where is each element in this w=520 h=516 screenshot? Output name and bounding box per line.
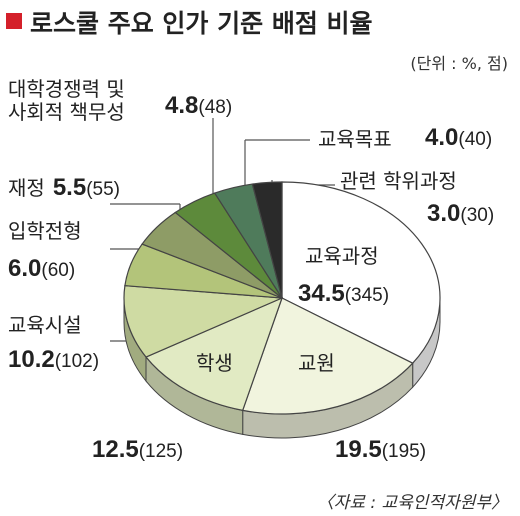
value-label: 4.0: [425, 124, 459, 151]
category-label: 관련 학위과정: [340, 169, 457, 193]
score-label: (345): [344, 285, 390, 306]
category-label: 교원: [298, 351, 335, 375]
value-label-group: 4.0(40): [425, 124, 492, 152]
value-label-group: 3.0(30): [427, 200, 494, 228]
slice: [281, 181, 441, 364]
slice: [251, 181, 283, 299]
score-label: (60): [41, 260, 76, 281]
slice: [241, 297, 414, 415]
slice-label-group: 교원: [298, 352, 335, 375]
slice-label-group: 재정 5.5(55): [8, 174, 120, 202]
value-label: 3.0: [427, 200, 461, 227]
value-label-group: 10.2(102): [8, 346, 99, 374]
value-label-group: 34.5(345): [298, 280, 389, 308]
unit-note: (단위 : %, 점): [410, 54, 508, 73]
value-label-group: 19.5(195): [335, 436, 426, 464]
value-label-group: 6.0(60): [8, 255, 75, 283]
value-label: 34.5: [298, 280, 345, 307]
value-label: 10.2: [8, 346, 55, 373]
chart-title: 로스쿨 주요 인가 기준 배점 비율: [30, 9, 373, 38]
value-label-group: 4.8(48): [165, 92, 232, 120]
value-label: 12.5: [92, 436, 139, 463]
score-label: (195): [381, 441, 427, 462]
score-label: (125): [138, 441, 184, 462]
score-label: (55): [86, 179, 120, 200]
slice-label-group: 교육시설: [8, 314, 82, 337]
value-label: 19.5: [335, 436, 382, 463]
value-label: 6.0: [8, 255, 42, 282]
slice: [145, 296, 284, 412]
slice-label-group: 대학경쟁력 및 사회적 책무성: [8, 78, 158, 124]
value-label: 5.5: [52, 174, 87, 201]
category-label: 교육시설: [8, 313, 82, 337]
source: 〈자료 : 교육인적자원부〉: [316, 493, 508, 513]
category-label: 재정: [8, 176, 45, 200]
score-label: (30): [460, 205, 495, 226]
slice-label-group: 교육목표: [318, 128, 392, 151]
slice: [123, 284, 283, 358]
slice-label-group: 관련 학위과정: [340, 170, 457, 193]
category-label: 교육목표: [318, 127, 392, 151]
category-label: 학생: [196, 351, 233, 375]
category-label: 교육과정: [305, 244, 379, 268]
score-label: (40): [458, 129, 493, 150]
category-label: 입학전형: [8, 219, 82, 243]
score-label: (48): [198, 97, 233, 118]
slice-label-group: 교육과정: [305, 245, 379, 268]
value-label: 4.8: [165, 92, 199, 119]
slice-label-group: 학생: [196, 352, 233, 375]
score-label: (102): [54, 351, 100, 372]
title-marker: [6, 13, 22, 29]
category-label: 대학경쟁력 및 사회적 책무성: [8, 77, 125, 124]
value-label-group: 12.5(125): [92, 436, 183, 464]
tops: [123, 181, 441, 415]
slice-label-group: 입학전형: [8, 220, 82, 243]
